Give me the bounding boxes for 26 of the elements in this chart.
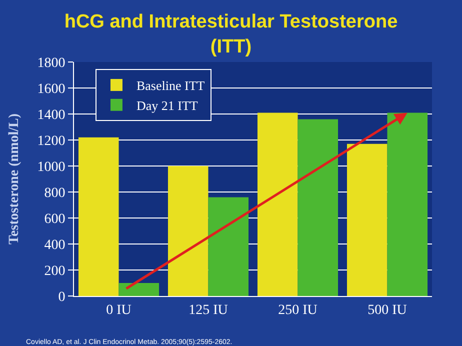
y-tick-label: 1600 — [37, 82, 66, 97]
y-axis-title: Testosterone (nmol/L) — [6, 113, 22, 245]
y-tick-label: 0 — [58, 290, 66, 305]
y-tick-label: 1200 — [37, 134, 66, 149]
bar — [298, 119, 338, 296]
bar — [78, 137, 119, 296]
y-tick-label: 800 — [44, 186, 66, 201]
bar — [346, 144, 388, 296]
y-tick-label: 200 — [44, 264, 66, 279]
y-tick-label: 1800 — [37, 56, 66, 71]
y-tick-label: 400 — [44, 238, 66, 253]
x-tick-label: 0 IU — [106, 302, 132, 318]
bar — [257, 112, 298, 296]
y-tick-label: 1400 — [37, 108, 66, 123]
bar — [168, 166, 208, 296]
bar — [118, 283, 160, 296]
bar — [208, 197, 249, 296]
legend-label: Baseline ITT — [136, 78, 205, 94]
bar — [387, 112, 428, 296]
legend-label: Day 21 ITT — [136, 98, 198, 113]
x-tick-label: 250 IU — [278, 302, 318, 318]
chart-title: hCG and Intratesticular Testosterone (ITT) — [64, 12, 398, 58]
y-tick-label: 1000 — [37, 160, 66, 175]
x-tick-label: 125 IU — [188, 302, 228, 318]
y-tick-label: 600 — [44, 212, 66, 227]
x-tick-label: 500 IU — [368, 302, 407, 318]
